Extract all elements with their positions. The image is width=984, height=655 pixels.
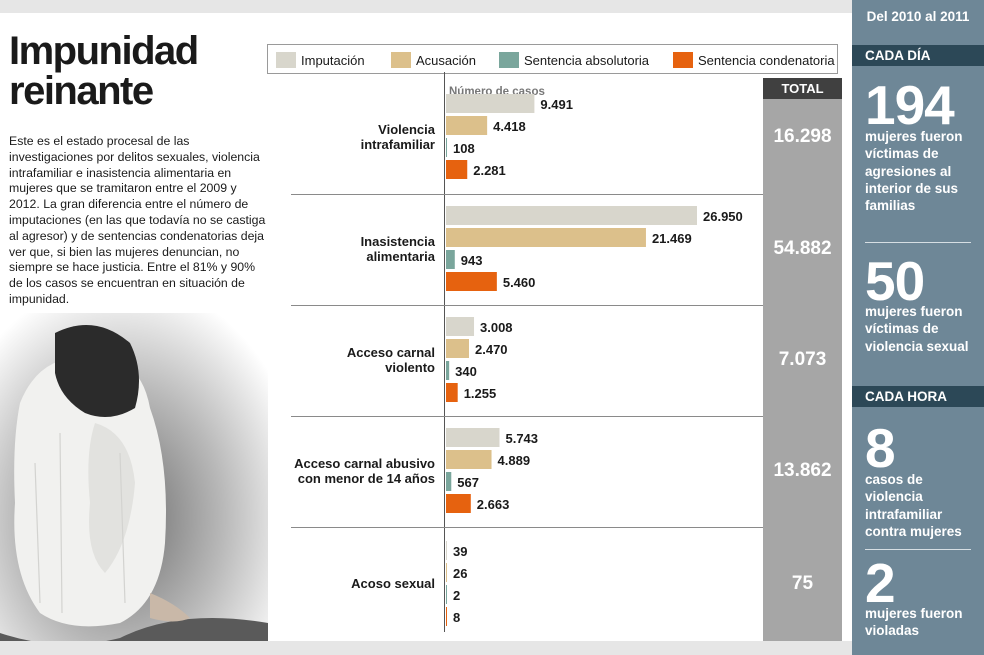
bar: [446, 472, 452, 491]
total-header: TOTAL: [763, 78, 842, 99]
stat-number-50: 50: [865, 250, 925, 312]
total-column: TOTAL 16.298 54.882 7.073 13.862 75: [763, 78, 842, 641]
category-label: Inasistencia alimentaria: [361, 234, 435, 264]
category-label-line: con menor de 14 años: [297, 470, 435, 486]
total-value: 54.882: [773, 237, 832, 259]
stat-text-194: mujeres fueron víctimas de agresiones al…: [865, 129, 963, 214]
total-value: 7.073: [778, 348, 827, 370]
category-separator: [291, 194, 763, 195]
category-label-line: Inasistencia: [360, 233, 435, 249]
infographic-panel: Impunidad reinante Este es el estado pro…: [0, 13, 852, 641]
bar: [446, 94, 535, 113]
bar: [446, 563, 447, 582]
legend-item: Acusación: [391, 51, 476, 69]
sidebar-divider: [865, 549, 971, 550]
category-separator: [291, 527, 763, 528]
total-value: 13.862: [773, 459, 832, 481]
category-label-line: intrafamiliar: [360, 136, 435, 152]
bar: [446, 428, 500, 447]
category-label: Acceso carnal abusivo con menor de 14 año…: [294, 456, 435, 486]
bar-value-label: 39: [453, 544, 467, 559]
bar-value-label: 2.470: [475, 342, 508, 357]
bar-value-label: 8: [453, 610, 460, 625]
legend-label: Imputación: [301, 52, 365, 68]
bar: [446, 541, 447, 560]
bar-value-label: 9.491: [540, 97, 573, 112]
bar: [446, 494, 471, 513]
legend-swatch: [276, 52, 296, 68]
bar-value-label: 567: [457, 475, 479, 490]
category-label-line: violento: [385, 359, 435, 375]
bar: [446, 228, 646, 247]
bar: [446, 116, 488, 135]
bar: [446, 160, 468, 179]
category-label: Acoso sexual: [351, 576, 435, 591]
bar: [446, 450, 492, 469]
bar-value-label: 108: [453, 141, 475, 156]
bar: [446, 585, 447, 604]
legend-label: Sentencia absolutoria: [524, 52, 650, 68]
category-label: Acceso carnal violento: [347, 345, 435, 375]
title-line-1: Impunidad: [9, 29, 199, 73]
bar: [446, 607, 447, 626]
bar: [446, 206, 697, 225]
stat-text-8: casos de violencia intrafamiliar contra …: [865, 472, 962, 539]
stat-text-50: mujeres fueron víctimas de violencia sex…: [865, 304, 969, 354]
category-label-line: Violencia: [378, 121, 435, 137]
stat-number-2: 2: [865, 552, 896, 614]
title-line-2: reinante: [9, 69, 154, 113]
bar: [446, 317, 475, 336]
category-label-line: Acoso sexual: [351, 576, 435, 591]
infographic-title: Impunidad reinante: [9, 29, 199, 113]
bar: [446, 272, 497, 291]
bar: [446, 383, 458, 402]
total-value: 75: [791, 572, 814, 594]
category-label-line: Acceso carnal abusivo: [294, 455, 435, 471]
legend-label: Acusación: [416, 52, 476, 68]
woman-photo: [0, 313, 268, 641]
category-label-line: Acceso carnal: [346, 344, 435, 360]
bar: [446, 361, 450, 380]
legend-label: Sentencia condenatoria: [698, 52, 835, 68]
bar-value-label: 5.743: [505, 431, 538, 446]
category-label: Violencia intrafamiliar: [361, 122, 435, 152]
bar-value-label: 2.663: [477, 497, 510, 512]
bar-chart: 9.491 4.418 108 2.281 26.950 21.469 943 5.460 3.…: [444, 72, 743, 632]
legend-swatch: [499, 52, 519, 68]
category-label-line: alimentaria: [366, 248, 435, 264]
bar: [446, 339, 470, 358]
bar-value-label: 21.469: [652, 231, 692, 246]
bar-value-label: 1.255: [464, 386, 497, 401]
stat-number-8: 8: [865, 417, 896, 479]
bar-value-label: 5.460: [503, 275, 536, 290]
sidebar-divider: [865, 242, 971, 243]
bar-value-label: 943: [461, 253, 483, 268]
bar-value-label: 26: [453, 566, 467, 581]
band-cada-hora: CADA HORA: [852, 386, 984, 407]
legend-swatch: [673, 52, 693, 68]
total-value: 16.298: [773, 125, 832, 147]
bar-value-label: 26.950: [703, 209, 743, 224]
legend-swatch: [391, 52, 411, 68]
legend-item: Sentencia absolutoria: [499, 51, 649, 69]
bar-value-label: 2.281: [473, 163, 506, 178]
chart-legend: Imputación Acusación Sentencia absolutoria…: [267, 44, 838, 74]
intro-paragraph: Este es el estado procesal de las invest…: [9, 134, 266, 306]
category-separator: [291, 416, 763, 417]
bar-value-label: 3.008: [480, 320, 513, 335]
stat-number-194: 194: [865, 74, 955, 136]
period-label: Del 2010 al 2011: [866, 9, 970, 24]
bar-value-label: 4.418: [493, 119, 526, 134]
band-cada-dia: CADA DÍA: [852, 45, 984, 66]
category-separator: [291, 305, 763, 306]
bar-value-label: 2: [453, 588, 460, 603]
legend-item: Imputación: [276, 51, 365, 69]
bar: [446, 138, 448, 157]
bar: [446, 250, 455, 269]
stat-text-2: mujeres fueron violadas: [865, 606, 963, 639]
legend-item: Sentencia condenatoria: [673, 51, 835, 69]
stats-sidebar: Del 2010 al 2011 CADA DÍA 194 mujeres fu…: [852, 0, 984, 655]
bar-value-label: 340: [455, 364, 477, 379]
bar-value-label: 4.889: [498, 453, 531, 468]
